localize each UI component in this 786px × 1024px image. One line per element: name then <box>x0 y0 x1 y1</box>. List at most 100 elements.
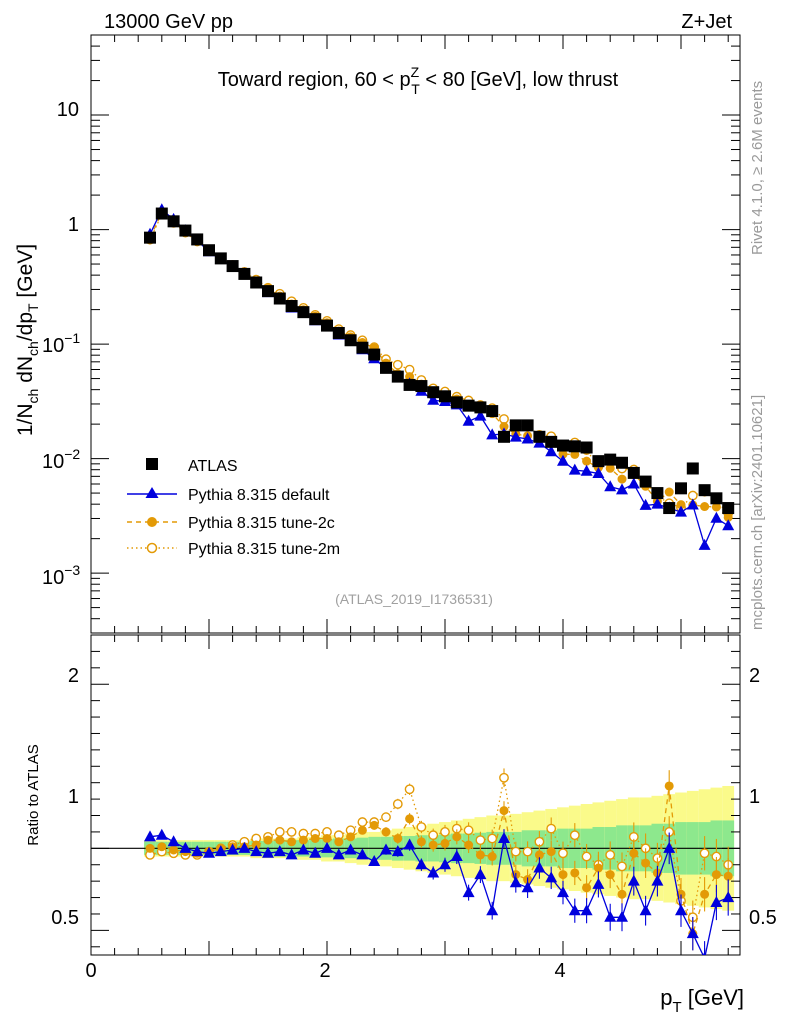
point-ratio-2 <box>416 837 426 847</box>
point-ratio-2 <box>664 781 674 791</box>
point-ratio-1 <box>262 846 274 858</box>
point-ratio-2 <box>357 825 367 835</box>
point-ratio-3 <box>546 823 557 834</box>
point-ratio-2 <box>475 850 485 860</box>
point-main-2 <box>723 512 733 522</box>
point-ratio-2 <box>593 863 603 873</box>
point-main-2 <box>605 463 615 473</box>
x-axis-label: pT [GeV] <box>660 985 744 1016</box>
point-main-1 <box>486 428 499 440</box>
point-main-2 <box>664 487 674 497</box>
point-main-atlas <box>226 260 239 273</box>
point-ratio-2 <box>464 840 474 850</box>
point-ratio-1 <box>273 845 286 857</box>
point-main-1 <box>521 432 534 444</box>
point-ratio-3 <box>428 830 439 841</box>
main-panel: Toward region, 60 < pZ T < 80 [GeV], low … <box>14 34 741 634</box>
point-ratio-1 <box>203 846 215 858</box>
point-main-atlas <box>533 430 546 443</box>
point-main-1 <box>639 498 652 510</box>
point-ratio-1 <box>356 848 369 860</box>
point-ratio-2 <box>322 833 332 843</box>
point-ratio-1 <box>427 866 440 878</box>
point-main-atlas <box>191 233 204 246</box>
point-ratio-1 <box>486 904 499 916</box>
legend-label-atlas: ATLAS <box>188 458 238 475</box>
point-ratio-1 <box>462 886 475 898</box>
point-ratio-1 <box>663 841 676 853</box>
point-ratio-3 <box>569 830 580 841</box>
point-main-3 <box>499 414 509 424</box>
point-ratio-1 <box>498 831 510 843</box>
point-ratio-1 <box>155 828 168 840</box>
point-main-atlas <box>450 396 463 409</box>
point-main-1 <box>568 463 581 475</box>
point-main-2 <box>676 500 686 510</box>
ratio-tick-right-2: 2 <box>749 665 760 687</box>
legend-marker-default <box>145 487 159 498</box>
point-ratio-3 <box>440 827 450 837</box>
point-ratio-3 <box>463 825 474 836</box>
point-main-atlas <box>557 439 569 452</box>
point-main-1 <box>686 498 699 510</box>
point-ratio-3 <box>617 861 627 872</box>
point-ratio-1 <box>533 861 546 873</box>
point-main-atlas <box>415 380 428 393</box>
point-main-atlas <box>474 401 487 414</box>
point-main-atlas <box>309 313 322 326</box>
ratio-data-layer <box>144 768 735 955</box>
point-ratio-2 <box>334 837 344 847</box>
ratio-tick-left-2: 2 <box>68 665 79 687</box>
point-ratio-1 <box>474 868 487 880</box>
point-ratio-2 <box>381 827 391 837</box>
point-ratio-2 <box>428 840 438 850</box>
rivet-label: Rivet 4.1.0, ≥ 2.6M events <box>749 81 766 255</box>
point-main-atlas <box>214 252 227 265</box>
main-data-layer <box>144 203 735 550</box>
point-ratio-2 <box>499 806 509 816</box>
point-main-atlas <box>155 207 168 220</box>
point-main-atlas <box>651 487 664 500</box>
point-main-2 <box>711 502 721 512</box>
legend-marker-tune-2m <box>146 542 158 554</box>
point-main-1 <box>722 519 735 531</box>
point-ratio-2 <box>145 843 155 853</box>
point-main-atlas <box>439 390 451 403</box>
series-line-ratio-2 <box>149 785 729 936</box>
point-ratio-2 <box>275 835 285 845</box>
legend: ATLAS Pythia 8.315 default Pythia 8.315 … <box>127 458 340 558</box>
point-main-atlas <box>356 341 369 354</box>
point-main-2 <box>499 422 509 432</box>
point-ratio-1 <box>450 850 463 862</box>
point-main-atlas <box>427 386 440 399</box>
legend-marker-atlas <box>146 458 158 470</box>
point-ratio-1 <box>557 886 569 898</box>
point-ratio-1 <box>380 843 392 855</box>
ratio-frame <box>90 634 741 956</box>
point-ratio-1 <box>702 951 707 955</box>
point-ratio-2 <box>641 858 651 868</box>
point-main-atlas <box>580 441 593 454</box>
point-main-1 <box>710 511 723 523</box>
point-ratio-2 <box>287 837 297 847</box>
point-ratio-2 <box>487 852 497 862</box>
point-main-atlas <box>179 224 192 237</box>
point-ratio-3 <box>581 851 592 862</box>
point-main-atlas <box>604 453 617 466</box>
point-main-1 <box>698 538 711 550</box>
point-main-atlas <box>238 267 251 280</box>
point-main-atlas <box>509 419 522 432</box>
point-ratio-1 <box>509 876 522 888</box>
point-ratio-1 <box>332 848 345 860</box>
point-main-atlas <box>144 231 156 244</box>
point-main-atlas <box>273 292 286 305</box>
point-main-1 <box>474 409 487 421</box>
main-axis-ticks <box>90 34 740 634</box>
point-main-atlas <box>403 378 416 391</box>
point-ratio-2 <box>393 833 403 843</box>
point-main-2 <box>558 449 568 459</box>
point-ratio-3 <box>286 827 297 837</box>
process-label: Z+Jet <box>681 11 732 33</box>
point-main-atlas <box>250 276 263 289</box>
point-ratio-2 <box>629 848 639 858</box>
